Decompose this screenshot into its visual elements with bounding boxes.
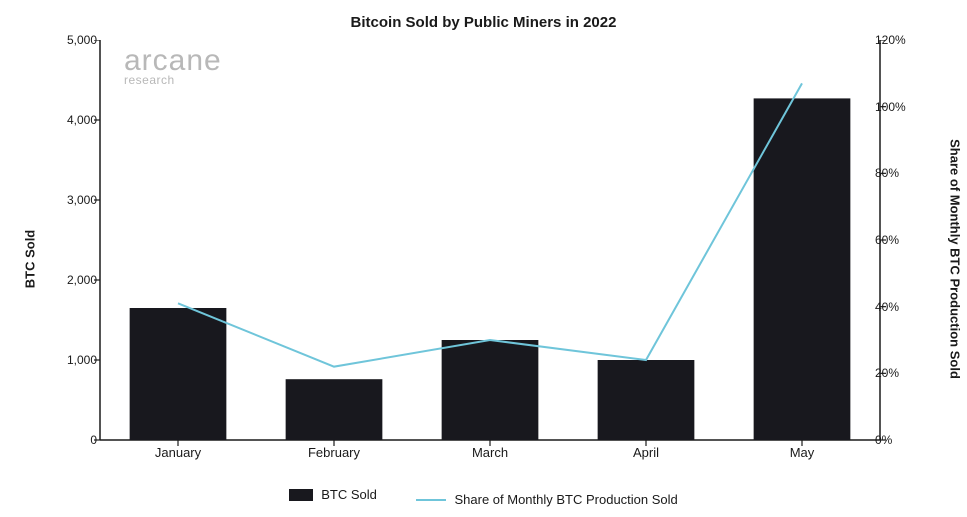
legend-item-bar: BTC Sold xyxy=(289,487,377,502)
bar-april xyxy=(598,360,695,440)
plot-area xyxy=(100,40,880,440)
y-right-axis-label: Share of Monthly BTC Production Sold xyxy=(948,139,963,379)
line-share-production xyxy=(178,83,802,366)
x-tick: March xyxy=(472,445,508,460)
bar-may xyxy=(754,98,851,440)
chart-svg xyxy=(92,40,888,448)
y-left-axis-label: BTC Sold xyxy=(23,229,38,288)
legend: BTC Sold Share of Monthly BTC Production… xyxy=(0,487,967,507)
bar-february xyxy=(286,379,383,440)
legend-line-swatch xyxy=(416,499,446,501)
legend-bar-label: BTC Sold xyxy=(321,487,377,502)
y-left-ticks: 01,0002,0003,0004,0005,000 xyxy=(55,40,97,440)
x-tick: February xyxy=(308,445,360,460)
x-tick: May xyxy=(790,445,815,460)
chart-title: Bitcoin Sold by Public Miners in 2022 xyxy=(0,0,967,31)
bar-january xyxy=(130,308,227,440)
x-tick: April xyxy=(633,445,659,460)
x-tick: January xyxy=(155,445,201,460)
legend-item-line: Share of Monthly BTC Production Sold xyxy=(416,492,677,507)
bar-march xyxy=(442,340,539,440)
legend-bar-swatch xyxy=(289,489,313,501)
legend-line-label: Share of Monthly BTC Production Sold xyxy=(454,492,677,507)
x-axis-ticks: January February March April May xyxy=(100,445,880,469)
